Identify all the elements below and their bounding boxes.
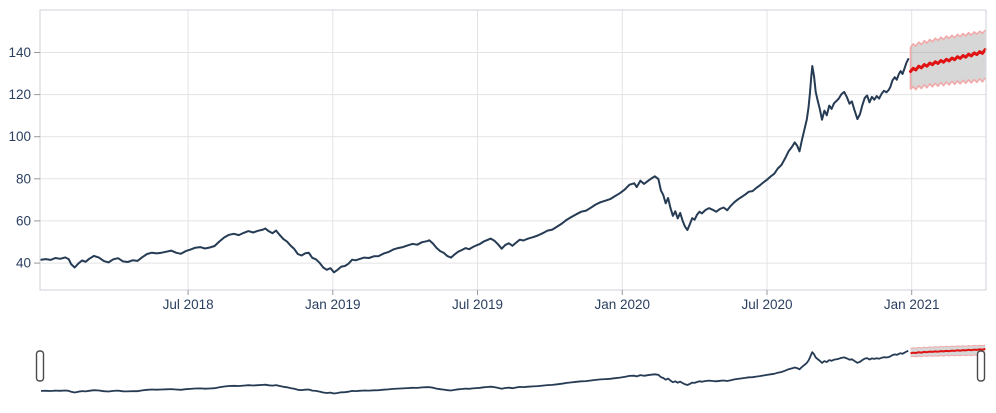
rangeslider-handle-right[interactable]: [976, 350, 986, 382]
y-tick-label: 120: [8, 87, 31, 102]
historical-series-line: [40, 58, 910, 274]
confidence-band-lower-edge: [909, 77, 986, 91]
x-axis: Jul 2018 Jan 2019 Jul 2019 Jan 2020 Jul 2020…: [163, 290, 940, 312]
x-tick-label: Jul 2020: [741, 297, 792, 312]
y-tick-label: 40: [16, 256, 31, 271]
y-tick-label: 140: [8, 45, 31, 60]
plot-area[interactable]: [39, 9, 987, 291]
rangeslider[interactable]: [35, 337, 987, 401]
x-tick-label: Jan 2020: [595, 297, 651, 312]
confidence-band-upper-edge: [909, 29, 986, 48]
x-tick-label: Jan 2019: [305, 297, 361, 312]
y-axis: 40 60 80 100 120 140: [8, 45, 40, 271]
series-lines: [40, 47, 987, 274]
gridlines: [40, 10, 986, 290]
forecast-series-line: [909, 47, 987, 73]
x-tick-label: Jul 2019: [452, 297, 503, 312]
plot-border: [39, 9, 987, 291]
rangeslider-band-upper-edge: [910, 344, 986, 349]
y-tick-label: 100: [8, 129, 31, 144]
rangeslider-handle-left[interactable]: [35, 350, 45, 382]
rangeslider-forecast-line: [910, 347, 986, 355]
y-tick-label: 80: [16, 171, 31, 186]
rangeslider-band-lower-edge: [910, 354, 986, 358]
rangeslider-historical-line: [40, 349, 909, 395]
x-tick-label: Jan 2021: [884, 297, 940, 312]
x-tick-label: Jul 2018: [163, 297, 214, 312]
y-tick-label: 60: [16, 213, 31, 228]
rangeslider-track[interactable]: [40, 337, 986, 401]
